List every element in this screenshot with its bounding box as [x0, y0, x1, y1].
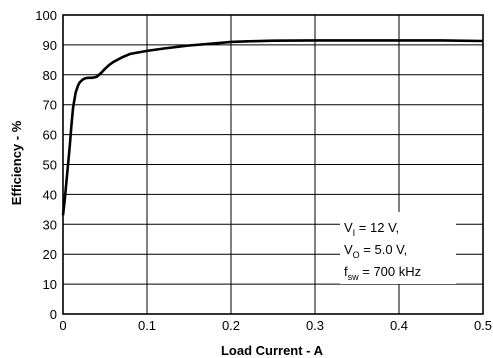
annotation-background [340, 212, 456, 284]
x-tick-label: 0.5 [474, 318, 492, 333]
x-tick-label: 0.2 [222, 318, 240, 333]
y-tick-label: 80 [43, 68, 57, 83]
annotation-vin: VI = 12 V, [344, 220, 399, 238]
x-axis-label: Load Current - A [221, 343, 324, 358]
plot-frame [62, 14, 484, 315]
efficiency-series-line [61, 39, 484, 216]
tick-labels: 0 0.1 0.2 0.3 0.4 0.5 0 10 20 30 40 50 60 70 80 90 100 [35, 8, 492, 333]
annotation-box: VI = 12 V, VO = 5.0 V, fsw = 700 kHz [340, 212, 456, 284]
y-tick-label: 40 [43, 187, 57, 202]
y-tick-label: 0 [50, 307, 57, 322]
y-tick-label: 30 [43, 217, 57, 232]
y-tick-label: 50 [43, 158, 57, 173]
y-tick-label: 100 [35, 8, 57, 23]
series-layer [61, 39, 484, 216]
x-tick-label: 0.1 [138, 318, 156, 333]
y-tick-label: 90 [43, 38, 57, 53]
grid [63, 15, 483, 314]
annotation-vout: VO = 5.0 V, [344, 242, 407, 260]
y-tick-label: 10 [43, 277, 57, 292]
x-tick-label: 0 [59, 318, 66, 333]
x-tick-label: 0.4 [390, 318, 408, 333]
y-tick-label: 70 [43, 98, 57, 113]
annotation-fsw: fsw = 700 kHz [344, 264, 421, 282]
y-tick-label: 60 [43, 128, 57, 143]
x-tick-label: 0.3 [306, 318, 324, 333]
y-tick-label: 20 [43, 247, 57, 262]
y-axis-label: Efficiency - % [9, 120, 24, 205]
